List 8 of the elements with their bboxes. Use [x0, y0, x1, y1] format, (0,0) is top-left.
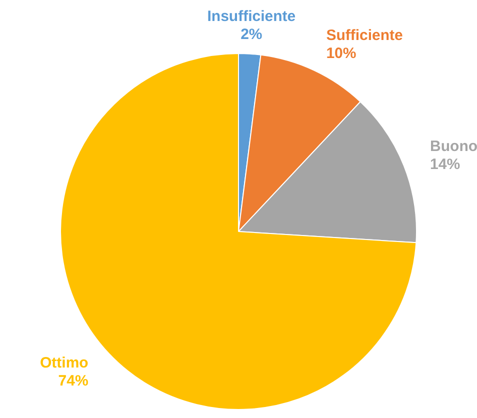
data-label: 10% [326, 45, 356, 62]
slice-label: Buono [430, 138, 477, 155]
data-label: 74% [58, 372, 88, 390]
slice-label: Insufficiente [207, 8, 296, 26]
slice-label: Sufficiente [326, 27, 403, 44]
slice-label: Ottimo [40, 354, 88, 372]
data-label: 2% [240, 26, 262, 44]
data-label: 14% [430, 156, 460, 173]
